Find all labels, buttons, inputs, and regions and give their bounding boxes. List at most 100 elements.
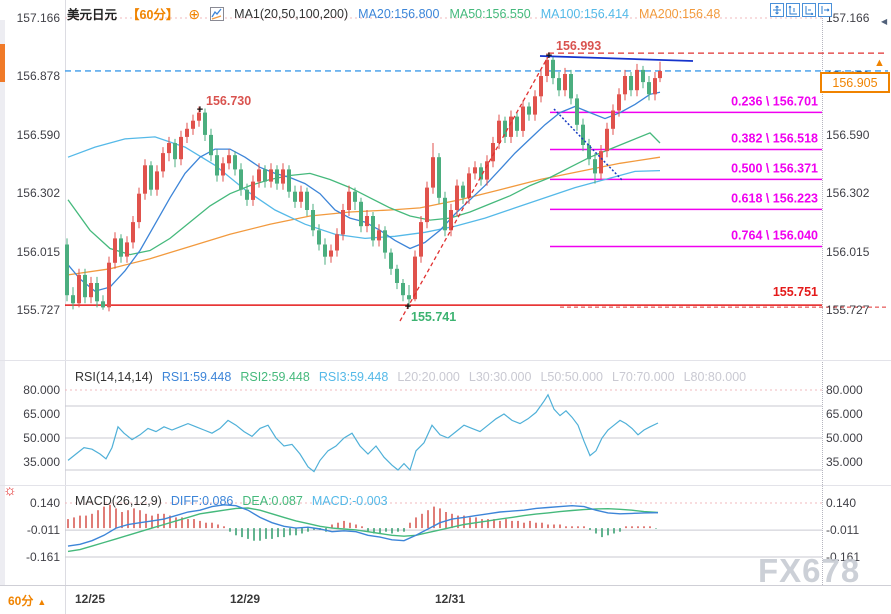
x-axis-date-2: 12/29 [230,592,261,606]
axis-tick-label: 65.000 [826,407,863,421]
candle-body [383,230,387,253]
candle-body [605,128,609,152]
candle-body [413,256,417,300]
candle-body [275,169,279,184]
x-axis-date-1: 12/25 [75,592,106,606]
ma100-value: MA100:156.414 [540,6,630,21]
left-scrollbar-thumb[interactable] [0,44,5,82]
ma20-value: MA20:156.800 [358,6,440,21]
price-annotation: 155.751 [773,285,818,299]
fib-label: 0.382 \ 156.518 [731,131,818,145]
candle-body [425,187,429,223]
timeframe-selector-label: 60分 [8,594,34,608]
symbol-name: 美元日元 [67,8,118,22]
fib-label: 0.764 \ 156.040 [731,228,818,242]
rising-trendline [399,54,550,322]
declining-trendline [553,108,623,181]
candle-body [377,230,381,241]
candle-body [599,151,603,174]
swing-marker: + [546,50,552,62]
candle-body [203,112,207,135]
pan-icon[interactable] [770,3,784,17]
candle-body [593,159,597,174]
candle-body [281,169,285,184]
shift-right-icon[interactable] [818,3,832,17]
rsi-header: RSI(14,14,14) RSI1:59.448 RSI2:59.448 RS… [75,370,746,384]
candle-body [449,210,453,231]
candle-body [575,98,579,125]
candle-body [83,274,87,298]
axis-tick-label: 35.000 [826,455,863,469]
current-price-box: 156.905 [820,72,890,93]
candle-body [311,210,315,231]
candle-body [269,169,273,182]
candle-body [185,128,189,137]
timeframe-label: 【60分】 [127,8,179,22]
candle-body [113,238,117,263]
axis-tick-label: 156.302 [826,186,870,201]
candle-body [119,238,123,257]
axis-tick-label: 80.000 [826,383,863,397]
candle-body [587,145,591,160]
collapse-icon[interactable]: ◀ [881,17,888,26]
ma50-line [67,132,661,256]
axis-tick-label: 155.727 [826,303,870,317]
candle-body [77,274,81,304]
candle-body [287,169,291,192]
candle-body [299,191,303,202]
axis-tick-label: 156.590 [16,127,60,142]
x-axis-scale-icon[interactable] [802,3,816,17]
price-annotation: 155.741 [411,310,456,324]
candle-body [353,191,357,202]
chart-toolbar [770,3,832,17]
timeframe-selector[interactable]: 60分 ▲ [8,592,46,609]
candle-body [215,155,219,176]
candle-body [101,301,105,308]
axis-tick-label: 156.590 [826,127,870,142]
axis-tick-label: -0.161 [25,550,60,564]
candle-body [563,74,567,91]
current-price-value: 156.905 [832,75,878,90]
chart-type-icon[interactable] [210,6,225,21]
candle-body [467,173,471,198]
candle-body [389,252,393,269]
candle-body [263,169,267,182]
macd-title: MACD(26,12,9) [75,494,162,508]
ma100-line [67,136,661,240]
candle-body [401,283,405,296]
mini-chart-glyph [211,8,222,20]
candle-body [503,120,507,137]
rsi-l70-label: L70:70.000 [612,370,675,384]
swing-marker: + [405,301,411,313]
macd-footer-separator [0,585,891,586]
ma-settings-label: MA1(20,50,100,200) [234,6,349,21]
candle-body [251,181,255,200]
candle-body [395,268,399,283]
axis-tick-label: 80.000 [23,383,60,397]
candle-body [347,191,351,210]
ma50-value: MA50:156.550 [449,6,531,21]
axis-tick-label: -0.161 [826,550,861,564]
candle-body [257,169,261,182]
candle-body [497,120,501,143]
rsi-l50-label: L50:50.000 [540,370,604,384]
candle-body [95,283,99,302]
rsi-macd-separator [0,485,891,486]
candle-body [515,116,519,131]
ma200-value: MA200:156.48 [639,6,721,21]
rsi3-value: RSI3:59.448 [318,370,389,384]
add-indicator-icon[interactable]: ⊕ [188,5,201,22]
candle-body [221,163,225,176]
price-up-arrow-icon: ▲ [874,57,885,69]
candle-body [455,185,459,210]
indicator-settings-icon[interactable]: ☼ [3,482,17,499]
candle-body [191,120,195,129]
y-axis-scale-icon[interactable] [786,3,800,17]
candle-body [419,222,423,257]
candle-body [149,165,153,190]
candle-body [227,155,231,164]
candle-body [635,69,639,91]
candle-body [125,242,129,257]
